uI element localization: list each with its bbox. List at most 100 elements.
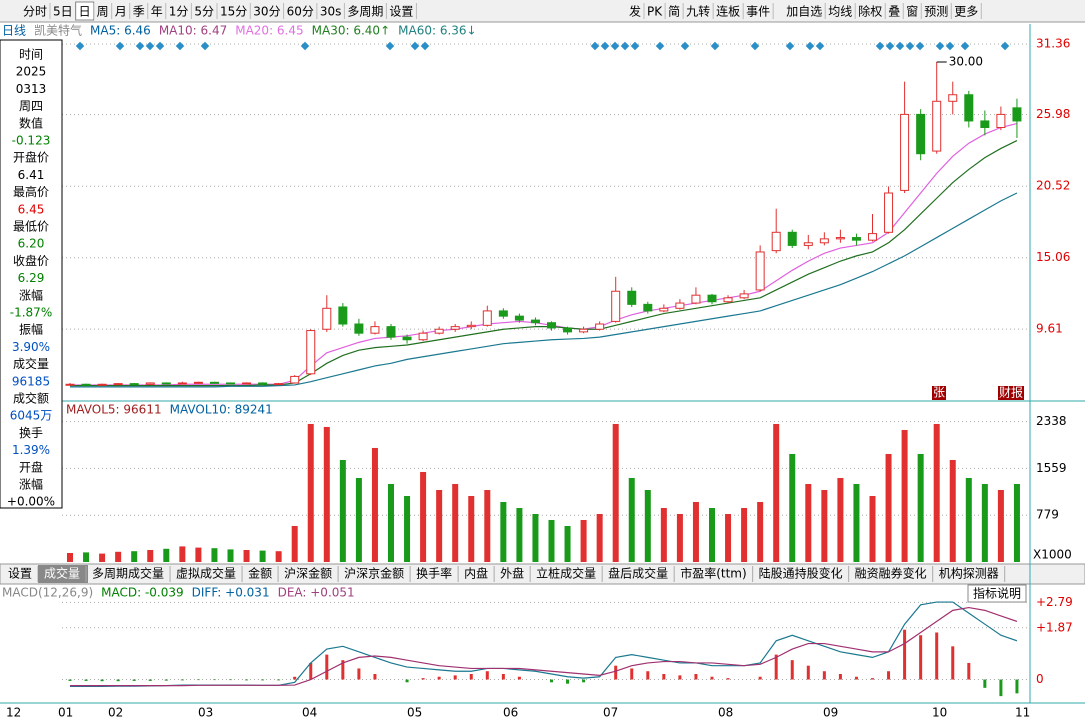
- macd-bar: [437, 676, 441, 680]
- toolbar-button[interactable]: 均线: [828, 5, 852, 19]
- tab[interactable]: 沪深京金额: [344, 566, 404, 581]
- candle-body: [242, 382, 252, 385]
- macd-bar: [501, 673, 505, 680]
- macd-bar: [646, 671, 650, 680]
- toolbar-button[interactable]: 30s: [320, 5, 342, 19]
- toolbar-button[interactable]: 5日: [53, 5, 73, 19]
- volume-bar: [725, 513, 732, 562]
- tab[interactable]: 沪深金额: [284, 566, 332, 581]
- tab[interactable]: 融资融券变化: [855, 566, 927, 581]
- macd-bar: [967, 662, 971, 680]
- tab[interactable]: 盘后成交量: [608, 566, 668, 581]
- candle-body: [209, 381, 219, 384]
- volume-bar: [179, 546, 186, 562]
- toolbar-button[interactable]: 日: [79, 5, 91, 19]
- toolbar-button[interactable]: 季: [133, 5, 145, 19]
- toolbar-button[interactable]: 60分: [287, 5, 314, 19]
- macd-bar: [261, 679, 265, 681]
- volume-bar: [67, 552, 73, 562]
- macd-bar: [325, 654, 329, 680]
- candle-body: [932, 100, 942, 152]
- macd-bar: [919, 635, 923, 680]
- toolbar-button[interactable]: 15分: [220, 5, 247, 19]
- signal-marker: [895, 41, 905, 51]
- signal-marker: [750, 41, 760, 51]
- toolbar-button[interactable]: 分时: [23, 5, 47, 19]
- volume-bar: [949, 459, 956, 562]
- macd-bar: [421, 678, 425, 680]
- tab[interactable]: 多周期成交量: [92, 566, 164, 581]
- toolbar-button[interactable]: 事件: [746, 5, 770, 19]
- y-tick-label: 20.52: [1036, 179, 1070, 193]
- macd-bar: [614, 665, 618, 680]
- volume-bar: [147, 549, 154, 562]
- tab[interactable]: 外盘: [500, 566, 524, 581]
- volume-bar: [660, 507, 667, 562]
- signal-marker: [655, 41, 665, 51]
- tab[interactable]: 机构探测器: [939, 566, 999, 581]
- candle-body: [675, 302, 685, 309]
- toolbar-button[interactable]: 九转: [686, 4, 710, 19]
- info-text: 数值: [19, 115, 43, 130]
- toolbar-button[interactable]: 简: [668, 5, 680, 19]
- volume-bar: [307, 423, 314, 562]
- tab[interactable]: 虚拟成交量: [176, 566, 236, 581]
- tab[interactable]: 立桩成交量: [536, 566, 596, 581]
- toolbar-button[interactable]: 连板: [716, 4, 740, 19]
- toolbar-button[interactable]: 多周期: [347, 5, 383, 19]
- signal-marker: [420, 41, 430, 51]
- volume-bar: [291, 525, 298, 562]
- tab[interactable]: 换手率: [416, 566, 452, 581]
- tab[interactable]: 设置: [8, 567, 32, 581]
- macd-bar: [212, 679, 216, 681]
- volume-bar: [484, 489, 491, 562]
- macd-bar: [84, 679, 88, 681]
- volume-unit: X1000: [1033, 548, 1072, 562]
- volume-bar: [243, 549, 250, 562]
- volume-bar: [869, 495, 876, 562]
- tab[interactable]: 成交量: [44, 566, 80, 581]
- volume-bar: [323, 426, 330, 562]
- toolbar-button[interactable]: 加自选: [786, 5, 822, 19]
- toolbar-button[interactable]: 周: [97, 5, 109, 19]
- toolbar-button[interactable]: 发: [629, 4, 641, 19]
- candle-body: [306, 330, 316, 375]
- tab[interactable]: 市盈率(ttm): [680, 566, 746, 581]
- signal-marker: [590, 41, 600, 51]
- info-text: 振幅: [19, 322, 43, 337]
- help-label[interactable]: 指标说明: [973, 586, 1021, 601]
- toolbar-button[interactable]: 除权: [858, 4, 882, 19]
- info-text: 6.45: [18, 202, 45, 216]
- volume-bar: [436, 489, 443, 562]
- toolbar-button[interactable]: PK: [647, 5, 663, 19]
- candle-body: [226, 382, 235, 385]
- tab[interactable]: 陆股通持股变化: [759, 566, 843, 581]
- signal-marker: [710, 41, 720, 51]
- toolbar-button[interactable]: 1分: [169, 5, 189, 19]
- macd-bar: [148, 679, 152, 681]
- toolbar-button[interactable]: 更多: [954, 5, 978, 19]
- ma-line: [70, 192, 1018, 388]
- toolbar-button[interactable]: 月: [115, 5, 127, 19]
- toolbar-button[interactable]: 设置: [389, 5, 413, 19]
- candle-body: [145, 382, 155, 385]
- info-text: 收盘价: [13, 253, 49, 268]
- tab[interactable]: 金额: [248, 566, 272, 581]
- candle-body: [65, 383, 75, 386]
- info-text: 成交额: [13, 391, 49, 406]
- candle-body: [274, 383, 284, 386]
- candle-body: [900, 113, 910, 191]
- tab[interactable]: 内盘: [464, 566, 488, 581]
- help-button: [967, 584, 1027, 603]
- toolbar-button[interactable]: 预测: [924, 5, 948, 19]
- toolbar-button[interactable]: 窗: [906, 5, 918, 19]
- candle-body: [980, 120, 990, 128]
- toolbar-button[interactable]: 年: [151, 5, 163, 19]
- toolbar-button[interactable]: 30分: [253, 5, 280, 19]
- candle-body: [964, 94, 974, 122]
- info-text: 最高价: [13, 184, 49, 199]
- toolbar-button[interactable]: 5分: [194, 5, 214, 19]
- info-text: 成交量: [13, 356, 49, 371]
- toolbar-button[interactable]: 叠: [888, 5, 900, 19]
- volume-bar: [789, 453, 796, 562]
